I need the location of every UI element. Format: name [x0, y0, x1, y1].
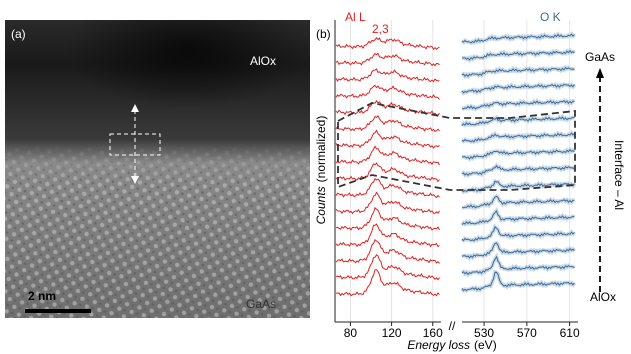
al-spectrum: [335, 206, 440, 231]
x-label-unit: (eV): [474, 338, 497, 352]
x-tick-label: 610: [560, 326, 580, 340]
x-tick-label: 570: [517, 326, 537, 340]
x-axis-label: Energy loss (eV): [407, 338, 496, 352]
o-spectrum: [461, 209, 575, 226]
o-spectrum: [461, 33, 575, 44]
o-spectrum: [461, 83, 575, 94]
x-label-main: Energy loss: [407, 338, 470, 352]
al-spectrum: [335, 177, 440, 199]
scale-bar-label: 2 nm: [28, 289, 56, 303]
al-spectrum: [335, 191, 440, 215]
o-spectrum: [461, 49, 575, 61]
arrow-label: Interface – Al: [612, 140, 626, 210]
al-spectrum: [335, 129, 440, 149]
o-spectrum: [461, 148, 575, 160]
panel-label: (a): [11, 27, 26, 41]
o-spectrum: [461, 164, 575, 177]
edge-label: Al L: [345, 10, 366, 24]
spectra-plot: [335, 20, 577, 322]
o-spectrum: [461, 225, 575, 242]
interface-region: [337, 102, 576, 191]
axis-break: //: [449, 319, 456, 333]
al-spectrum: [335, 223, 440, 248]
y-label-main: Counts: [314, 186, 328, 224]
region-label: GaAs: [246, 297, 276, 311]
o-spectrum: [461, 66, 575, 78]
o-spectrum-band: [460, 252, 576, 278]
o-spectrum: [461, 132, 575, 143]
x-tick-label: 80: [344, 326, 358, 340]
al-spectrum: [336, 269, 440, 297]
al-spectrum: [336, 254, 440, 281]
edge-label: O K: [540, 10, 561, 24]
al-spectrum: [335, 68, 440, 83]
al-spectrum: [335, 114, 440, 133]
stem-image: [5, 20, 310, 318]
x-tick-label: 120: [382, 326, 402, 340]
o-spectrum: [461, 100, 575, 110]
o-spectrum: [461, 242, 575, 259]
o-spectrum: [461, 255, 575, 276]
o-spectrum: [461, 271, 575, 292]
scan-arrow: [131, 104, 139, 184]
al-spectrum: [335, 37, 440, 51]
o-spectrum: [461, 195, 575, 209]
y-axis-label: Counts (normalized): [314, 116, 328, 225]
al-spectrum: [335, 84, 440, 100]
al-spectrum: [335, 162, 440, 183]
region-label: AlOx: [250, 54, 276, 68]
y-label-rest: (normalized): [314, 116, 328, 183]
al-spectrum: [335, 145, 440, 166]
end-label: GaAs: [585, 50, 615, 64]
al-spectrum: [335, 238, 440, 264]
al-spectrum: [335, 52, 440, 67]
x-tick-label: 160: [423, 326, 443, 340]
end-label: AlOx: [590, 290, 616, 304]
edge-subscript: 2,3: [372, 22, 389, 36]
arrow-head: [596, 68, 604, 78]
x-tick-label: 530: [474, 326, 494, 340]
label-backdrop: [611, 130, 625, 220]
panel-label: (b): [316, 27, 331, 41]
scale-bar: [25, 309, 91, 313]
o-spectrum: [461, 116, 575, 127]
